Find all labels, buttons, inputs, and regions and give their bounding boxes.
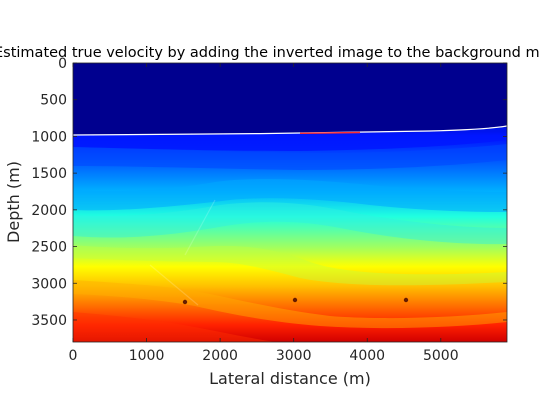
plot-frame <box>72 62 508 343</box>
x-tick-label: 1000 <box>129 348 165 364</box>
y-tick-label: 2000 <box>31 203 67 219</box>
y-tick-label: 1000 <box>31 129 67 145</box>
diffractor-2 <box>292 297 298 303</box>
x-tick-label: 0 <box>69 348 78 364</box>
x-tick-label: 2000 <box>202 348 238 364</box>
x-tick-label: 5000 <box>423 348 459 364</box>
y-axis-label: Depth (m) <box>4 161 23 243</box>
y-axis: 0 500 1000 1500 2000 2500 3000 3500 <box>31 56 507 329</box>
y-tick-label: 2500 <box>31 240 67 256</box>
x-tick-label: 3000 <box>276 348 312 364</box>
fold-layer-2 <box>73 202 507 245</box>
y-tick-label: 1500 <box>31 166 67 182</box>
fold-layer-1 <box>73 179 507 212</box>
seafloor-red-segment <box>299 131 361 134</box>
diffractor-1 <box>182 299 188 305</box>
diffractor-3 <box>403 297 409 303</box>
fault-line-1 <box>184 199 216 256</box>
water-layer <box>73 63 507 135</box>
x-axis-label: Lateral distance (m) <box>209 369 371 388</box>
chart-title: Estimated true velocity by adding the in… <box>0 45 540 61</box>
x-tick-label: 4000 <box>349 348 385 364</box>
fold-layer-3 <box>73 245 507 286</box>
velocity-image <box>73 63 507 342</box>
fault-line-2 <box>149 264 199 306</box>
sediment-band-1 <box>73 127 507 151</box>
y-tick-label: 0 <box>58 56 67 72</box>
x-axis: 0 1000 2000 3000 4000 5000 <box>69 63 459 364</box>
y-tick-label: 500 <box>40 93 67 109</box>
y-tick-label: 3000 <box>31 276 67 292</box>
deep-layer-2 <box>73 312 280 342</box>
sediment-band-2 <box>73 144 507 170</box>
deep-layer-1 <box>73 280 507 329</box>
y-tick-label: 3500 <box>31 313 67 329</box>
